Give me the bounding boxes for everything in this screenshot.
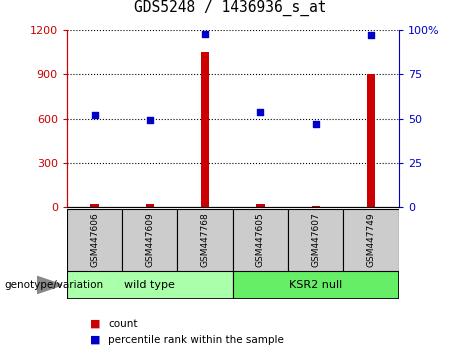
Bar bbox=[233, 209, 288, 271]
Bar bbox=[67, 209, 122, 271]
Text: GSM447609: GSM447609 bbox=[145, 212, 154, 267]
Point bbox=[367, 33, 375, 38]
Bar bbox=[177, 209, 233, 271]
Text: ■: ■ bbox=[90, 319, 100, 329]
Bar bbox=[288, 209, 343, 271]
Text: GSM447607: GSM447607 bbox=[311, 212, 320, 267]
Bar bbox=[312, 206, 320, 207]
Point bbox=[257, 109, 264, 114]
Point bbox=[201, 31, 209, 36]
Bar bbox=[256, 204, 265, 207]
Text: GSM447749: GSM447749 bbox=[366, 212, 376, 267]
Text: GSM447606: GSM447606 bbox=[90, 212, 99, 267]
Bar bbox=[233, 271, 399, 299]
Bar bbox=[201, 52, 209, 207]
Text: ■: ■ bbox=[90, 335, 100, 345]
Text: GSM447768: GSM447768 bbox=[201, 212, 210, 267]
Bar bbox=[90, 204, 99, 207]
Point bbox=[146, 118, 154, 123]
Bar bbox=[122, 209, 177, 271]
Bar bbox=[146, 205, 154, 207]
Bar bbox=[67, 271, 233, 299]
Text: genotype/variation: genotype/variation bbox=[5, 280, 104, 290]
Text: KSR2 null: KSR2 null bbox=[289, 280, 343, 290]
Text: GSM447605: GSM447605 bbox=[256, 212, 265, 267]
Polygon shape bbox=[37, 276, 62, 294]
Text: percentile rank within the sample: percentile rank within the sample bbox=[108, 335, 284, 345]
Point bbox=[312, 121, 319, 127]
Text: GDS5248 / 1436936_s_at: GDS5248 / 1436936_s_at bbox=[134, 0, 327, 16]
Bar bbox=[343, 209, 399, 271]
Text: count: count bbox=[108, 319, 138, 329]
Bar bbox=[367, 74, 375, 207]
Point bbox=[91, 112, 98, 118]
Text: wild type: wild type bbox=[124, 280, 175, 290]
